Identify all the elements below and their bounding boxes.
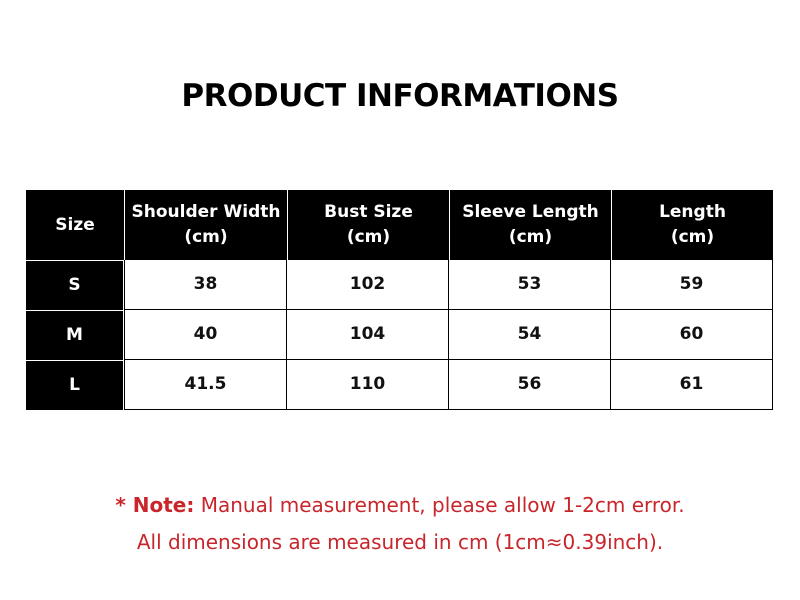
- table-cell: 54: [449, 310, 611, 360]
- header-cell: Length (cm): [612, 190, 773, 260]
- note-line-2: All dimensions are measured in cm (1cm≈0…: [136, 530, 664, 554]
- table-cell: 59: [611, 260, 773, 310]
- table-cell: 61: [611, 360, 773, 410]
- header-line-2: (cm): [508, 227, 553, 247]
- header-label: Size: [55, 213, 95, 238]
- table-cell: 56: [449, 360, 611, 410]
- header-line-2: (cm): [670, 227, 715, 247]
- table-cell: 40: [124, 310, 287, 360]
- header-cell: Shoulder Width (cm): [125, 190, 287, 260]
- header-label: Bust Size (cm): [324, 200, 413, 250]
- header-cell: Bust Size (cm): [288, 190, 449, 260]
- header-cell: Size: [26, 190, 124, 260]
- size-label-cell: S: [26, 261, 123, 310]
- header-line-1: Size: [55, 214, 95, 235]
- note-line-1: * Note: Manual measurement, please allow…: [0, 493, 800, 517]
- table-cell: 104: [287, 310, 449, 360]
- header-line-1: Sleeve Length: [462, 202, 599, 222]
- page-title: PRODUCT INFORMATIONS: [181, 78, 619, 114]
- table-cell: 53: [449, 260, 611, 310]
- header-label: Length (cm): [659, 200, 726, 250]
- header-line-2: (cm): [184, 227, 228, 247]
- table-cell: 102: [287, 260, 449, 310]
- size-label-cell: L: [26, 361, 123, 410]
- header-line-1: Length: [659, 202, 726, 222]
- header-cell: Sleeve Length (cm): [450, 190, 611, 260]
- header-label: Shoulder Width (cm): [132, 200, 281, 250]
- header-line-1: Bust Size: [324, 202, 413, 222]
- table-cell: 41.5: [124, 360, 287, 410]
- table-cell: 60: [611, 310, 773, 360]
- table-cell: 110: [287, 360, 449, 410]
- note-label: * Note:: [115, 493, 195, 517]
- table-cell: 38: [124, 260, 287, 310]
- size-label-cell: M: [26, 311, 123, 360]
- header-label: Sleeve Length (cm): [462, 200, 599, 250]
- note-text-1: Manual measurement, please allow 1-2cm e…: [200, 493, 685, 517]
- header-line-1: Shoulder Width: [131, 202, 281, 222]
- header-line-2: (cm): [346, 227, 391, 247]
